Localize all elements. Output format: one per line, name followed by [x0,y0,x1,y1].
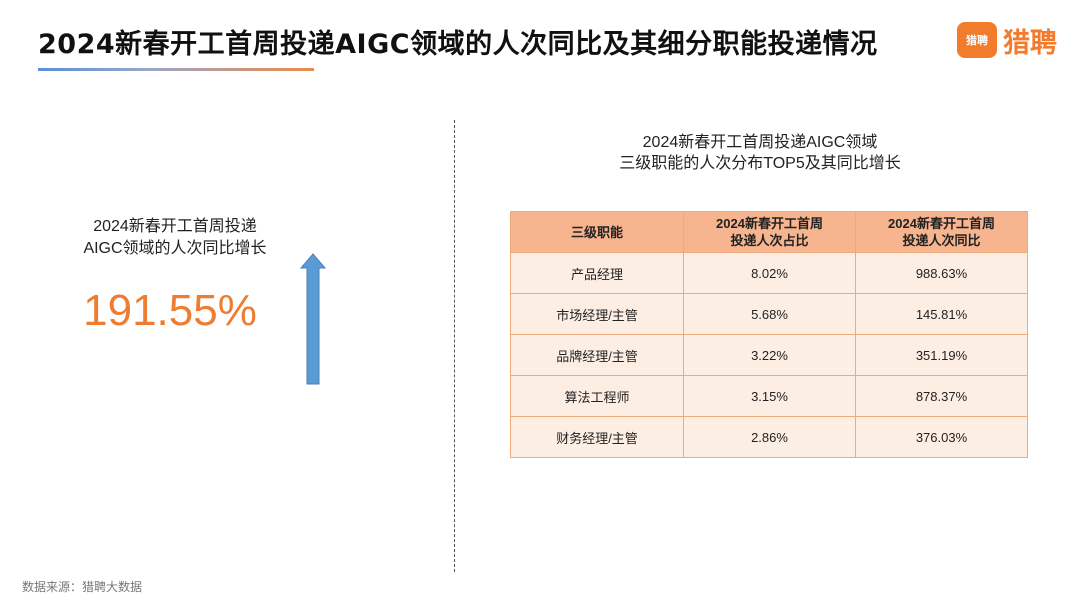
cell-yoy: 376.03% [855,416,1028,458]
logo-text: 猎聘 [1003,27,1057,59]
header-share: 2024新春开工首周 投递人次占比 [683,211,856,253]
header-share-line2: 投递人次占比 [730,233,809,248]
header-yoy: 2024新春开工首周 投递人次同比 [855,211,1028,253]
header-role: 三级职能 [510,211,684,253]
cell-role: 品牌经理/主管 [510,334,684,376]
cell-role: 市场经理/主管 [510,293,684,335]
table-row: 市场经理/主管 5.68% 145.81% [510,293,1028,335]
table-caption: 2024新春开工首周投递AIGC领域 三级职能的人次分布TOP5及其同比增长 [540,132,980,174]
page-title: 2024新春开工首周投递AIGC领域的人次同比及其细分职能投递情况 [38,29,878,60]
cell-role: 财务经理/主管 [510,416,684,458]
table-row: 算法工程师 3.15% 878.37% [510,375,1028,417]
arrow-up-shape [300,253,326,385]
table-header-row: 三级职能 2024新春开工首周 投递人次占比 2024新春开工首周 投递人次同比 [510,211,1028,253]
cell-yoy: 988.63% [855,252,1028,294]
table-row: 财务经理/主管 2.86% 376.03% [510,416,1028,458]
overall-growth-caption-line2: AIGC领域的人次同比增长 [83,240,267,257]
cell-yoy: 145.81% [855,293,1028,335]
cell-share: 8.02% [683,252,856,294]
table-caption-line1: 2024新春开工首周投递AIGC领域 [642,134,878,151]
header-role-label: 三级职能 [570,224,623,240]
section-divider [454,120,455,572]
cell-share: 3.22% [683,334,856,376]
cell-share: 3.15% [683,375,856,417]
cell-role: 产品经理 [510,252,684,294]
cell-share: 5.68% [683,293,856,335]
data-source-note: 数据来源：猎聘大数据 [22,580,143,594]
header-yoy-line1: 2024新春开工首周 [888,216,995,231]
header-share-line1: 2024新春开工首周 [716,216,823,231]
table-row: 品牌经理/主管 3.22% 351.19% [510,334,1028,376]
logo-badge-icon: 猎聘 [957,22,997,58]
cell-yoy: 351.19% [855,334,1028,376]
overall-growth-caption-line1: 2024新春开工首周投递 [93,218,257,235]
liepin-logo: 猎聘 猎聘 [957,20,1057,60]
top5-roles-table: 三级职能 2024新春开工首周 投递人次占比 2024新春开工首周 投递人次同比… [510,211,1028,458]
table-row: 产品经理 8.02% 988.63% [510,252,1028,294]
cell-role: 算法工程师 [510,375,684,417]
overall-growth-value: 191.55% [83,286,257,335]
arrow-up-icon [300,253,326,385]
cell-yoy: 878.37% [855,375,1028,417]
title-underline [38,68,314,71]
cell-share: 2.86% [683,416,856,458]
table-caption-line2: 三级职能的人次分布TOP5及其同比增长 [619,155,901,172]
header-yoy-line2: 投递人次同比 [902,233,981,248]
overall-growth-caption: 2024新春开工首周投递 AIGC领域的人次同比增长 [40,216,310,260]
